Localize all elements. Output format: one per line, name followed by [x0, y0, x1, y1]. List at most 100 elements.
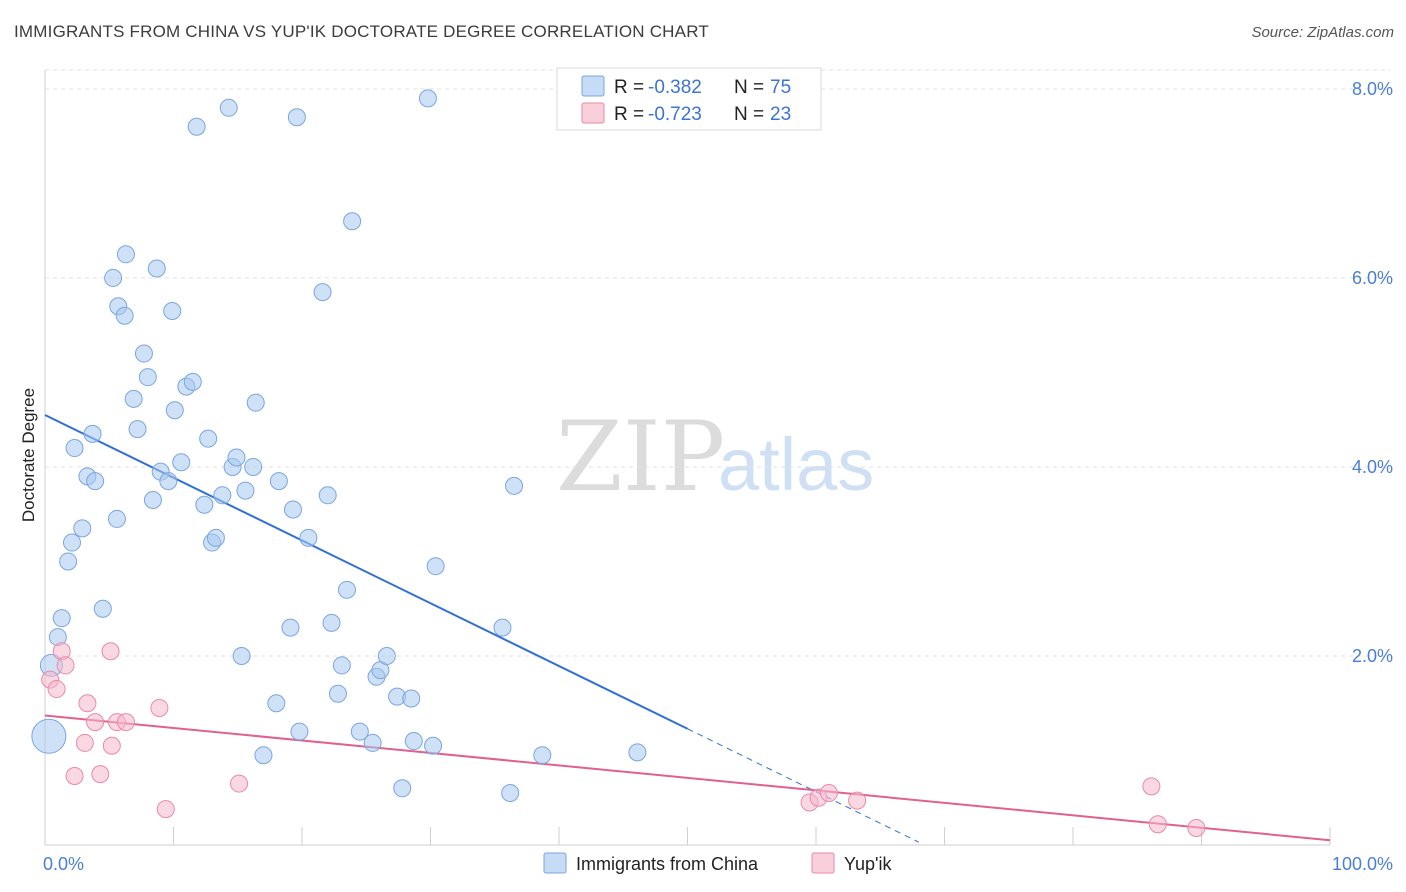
data-point-china — [187, 117, 206, 136]
data-point-china — [246, 393, 265, 412]
data-point-china — [424, 736, 443, 755]
data-point-yupik — [65, 767, 84, 786]
legend-swatch-yupik — [581, 102, 605, 124]
data-point-yupik — [116, 713, 135, 732]
data-point-china — [269, 472, 288, 491]
legend-n-label-china: N = — [734, 77, 764, 98]
data-point-china — [128, 420, 147, 439]
data-point-yupik — [848, 791, 867, 810]
chart-source: Source: ZipAtlas.com — [1251, 24, 1394, 41]
watermark-zip: ZIP — [556, 401, 725, 513]
data-point-china — [206, 528, 225, 547]
data-point-china — [199, 429, 218, 448]
legend-r-label-china: R = — [614, 77, 644, 98]
data-point-china — [65, 439, 84, 458]
y-tick-label: 4.0% — [1352, 457, 1393, 477]
data-point-china — [138, 368, 157, 387]
data-point-china — [318, 486, 337, 505]
data-point-china — [213, 486, 232, 505]
data-point-china — [232, 646, 251, 665]
legend-n-label-yupik: N = — [734, 104, 764, 125]
data-point-china — [332, 656, 351, 675]
data-point-china — [501, 784, 520, 803]
bottom-legend-swatch-yupik — [811, 852, 835, 874]
data-point-china — [299, 528, 318, 547]
data-point-china — [93, 599, 112, 618]
top-legend: R = -0.382 N = 75 R = -0.723 N = 23 — [556, 67, 822, 131]
data-point-china — [426, 557, 445, 576]
data-point-china — [59, 552, 78, 571]
data-point-china — [393, 779, 412, 798]
data-point-china — [116, 245, 135, 264]
data-point-china — [281, 618, 300, 637]
data-point-yupik — [78, 694, 97, 713]
data-point-china — [227, 448, 246, 467]
data-point-yupik — [230, 774, 249, 793]
data-point-china — [533, 746, 552, 765]
data-point-china — [159, 472, 178, 491]
data-point-china — [165, 401, 184, 420]
data-point-china — [404, 732, 423, 751]
y-tick-label: 2.0% — [1352, 646, 1393, 666]
data-point-china — [363, 733, 382, 752]
trend-lines — [44, 414, 1331, 843]
data-point-china — [343, 212, 362, 231]
data-points — [31, 89, 1206, 837]
legend-swatch-china — [581, 75, 605, 97]
data-point-china — [104, 268, 123, 287]
data-point-yupik — [56, 656, 75, 675]
data-point-china — [143, 491, 162, 510]
data-point-china — [73, 519, 92, 538]
data-point-yupik — [819, 784, 838, 803]
legend-n-value-china: 75 — [770, 77, 791, 98]
data-point-yupik — [75, 733, 94, 752]
data-point-china — [107, 509, 126, 528]
data-point-china — [183, 372, 202, 391]
legend-r-label-yupik: R = — [614, 104, 644, 125]
legend-r-value-china: -0.382 — [648, 77, 702, 98]
data-point-yupik — [86, 713, 105, 732]
data-point-yupik — [1142, 777, 1161, 796]
data-point-china — [219, 98, 238, 117]
data-point-china — [115, 306, 134, 325]
data-point-china — [86, 472, 105, 491]
data-point-china — [505, 476, 524, 495]
data-point-china — [322, 613, 341, 632]
data-point-china — [254, 746, 273, 765]
grid-lines — [45, 69, 1390, 657]
trend-line-china — [44, 414, 688, 730]
data-point-china — [328, 684, 347, 703]
data-point-china — [313, 283, 332, 302]
data-point-china — [290, 722, 309, 741]
data-point-yupik — [150, 698, 169, 717]
data-point-yupik — [1148, 815, 1167, 834]
data-point-china — [267, 694, 286, 713]
bottom-legend: Immigrants from China Yup'ik — [543, 852, 892, 874]
data-point-yupik — [91, 765, 110, 784]
y-axis-label: Doctorate Degree — [19, 388, 38, 522]
legend-r-value-yupik: -0.723 — [648, 104, 702, 125]
data-point-china — [62, 533, 81, 552]
data-point-china — [195, 495, 214, 514]
data-point-china — [236, 481, 255, 500]
bottom-legend-label-yupik: Yup'ik — [844, 854, 892, 874]
data-point-china — [284, 500, 303, 519]
data-point-china — [402, 689, 421, 708]
data-point-china — [31, 718, 67, 754]
chart-title: IMMIGRANTS FROM CHINA VS YUP'IK DOCTORAT… — [14, 22, 709, 41]
data-point-china — [337, 580, 356, 599]
data-point-china — [350, 722, 369, 741]
watermark-atlas: atlas — [718, 423, 874, 506]
data-point-yupik — [47, 680, 66, 699]
data-point-china — [147, 259, 166, 278]
tick-labels: 2.0% 4.0% 6.0% 8.0% 0.0% 100.0% — [43, 79, 1393, 874]
data-point-china — [628, 743, 647, 762]
data-point-china — [52, 609, 71, 628]
bottom-legend-swatch-china — [543, 852, 567, 874]
legend-n-value-yupik: 23 — [770, 104, 791, 125]
x-tick-label: 0.0% — [43, 854, 84, 874]
data-point-china — [163, 302, 182, 321]
bottom-legend-label-china: Immigrants from China — [576, 854, 759, 874]
x-tick-label: 100.0% — [1332, 854, 1393, 874]
